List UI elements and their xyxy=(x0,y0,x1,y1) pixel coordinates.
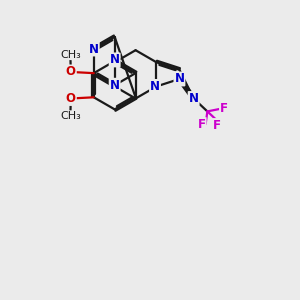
Text: N: N xyxy=(174,73,184,85)
Text: N: N xyxy=(110,79,120,92)
Text: O: O xyxy=(66,92,76,105)
Text: F: F xyxy=(198,118,206,131)
Text: N: N xyxy=(189,92,199,105)
Text: F: F xyxy=(220,102,227,116)
Text: N: N xyxy=(110,53,120,66)
Text: N: N xyxy=(89,43,99,56)
Text: CH₃: CH₃ xyxy=(60,50,81,60)
Text: O: O xyxy=(66,65,76,78)
Text: F: F xyxy=(213,118,221,132)
Text: N: N xyxy=(150,80,160,93)
Text: CH₃: CH₃ xyxy=(60,111,81,121)
